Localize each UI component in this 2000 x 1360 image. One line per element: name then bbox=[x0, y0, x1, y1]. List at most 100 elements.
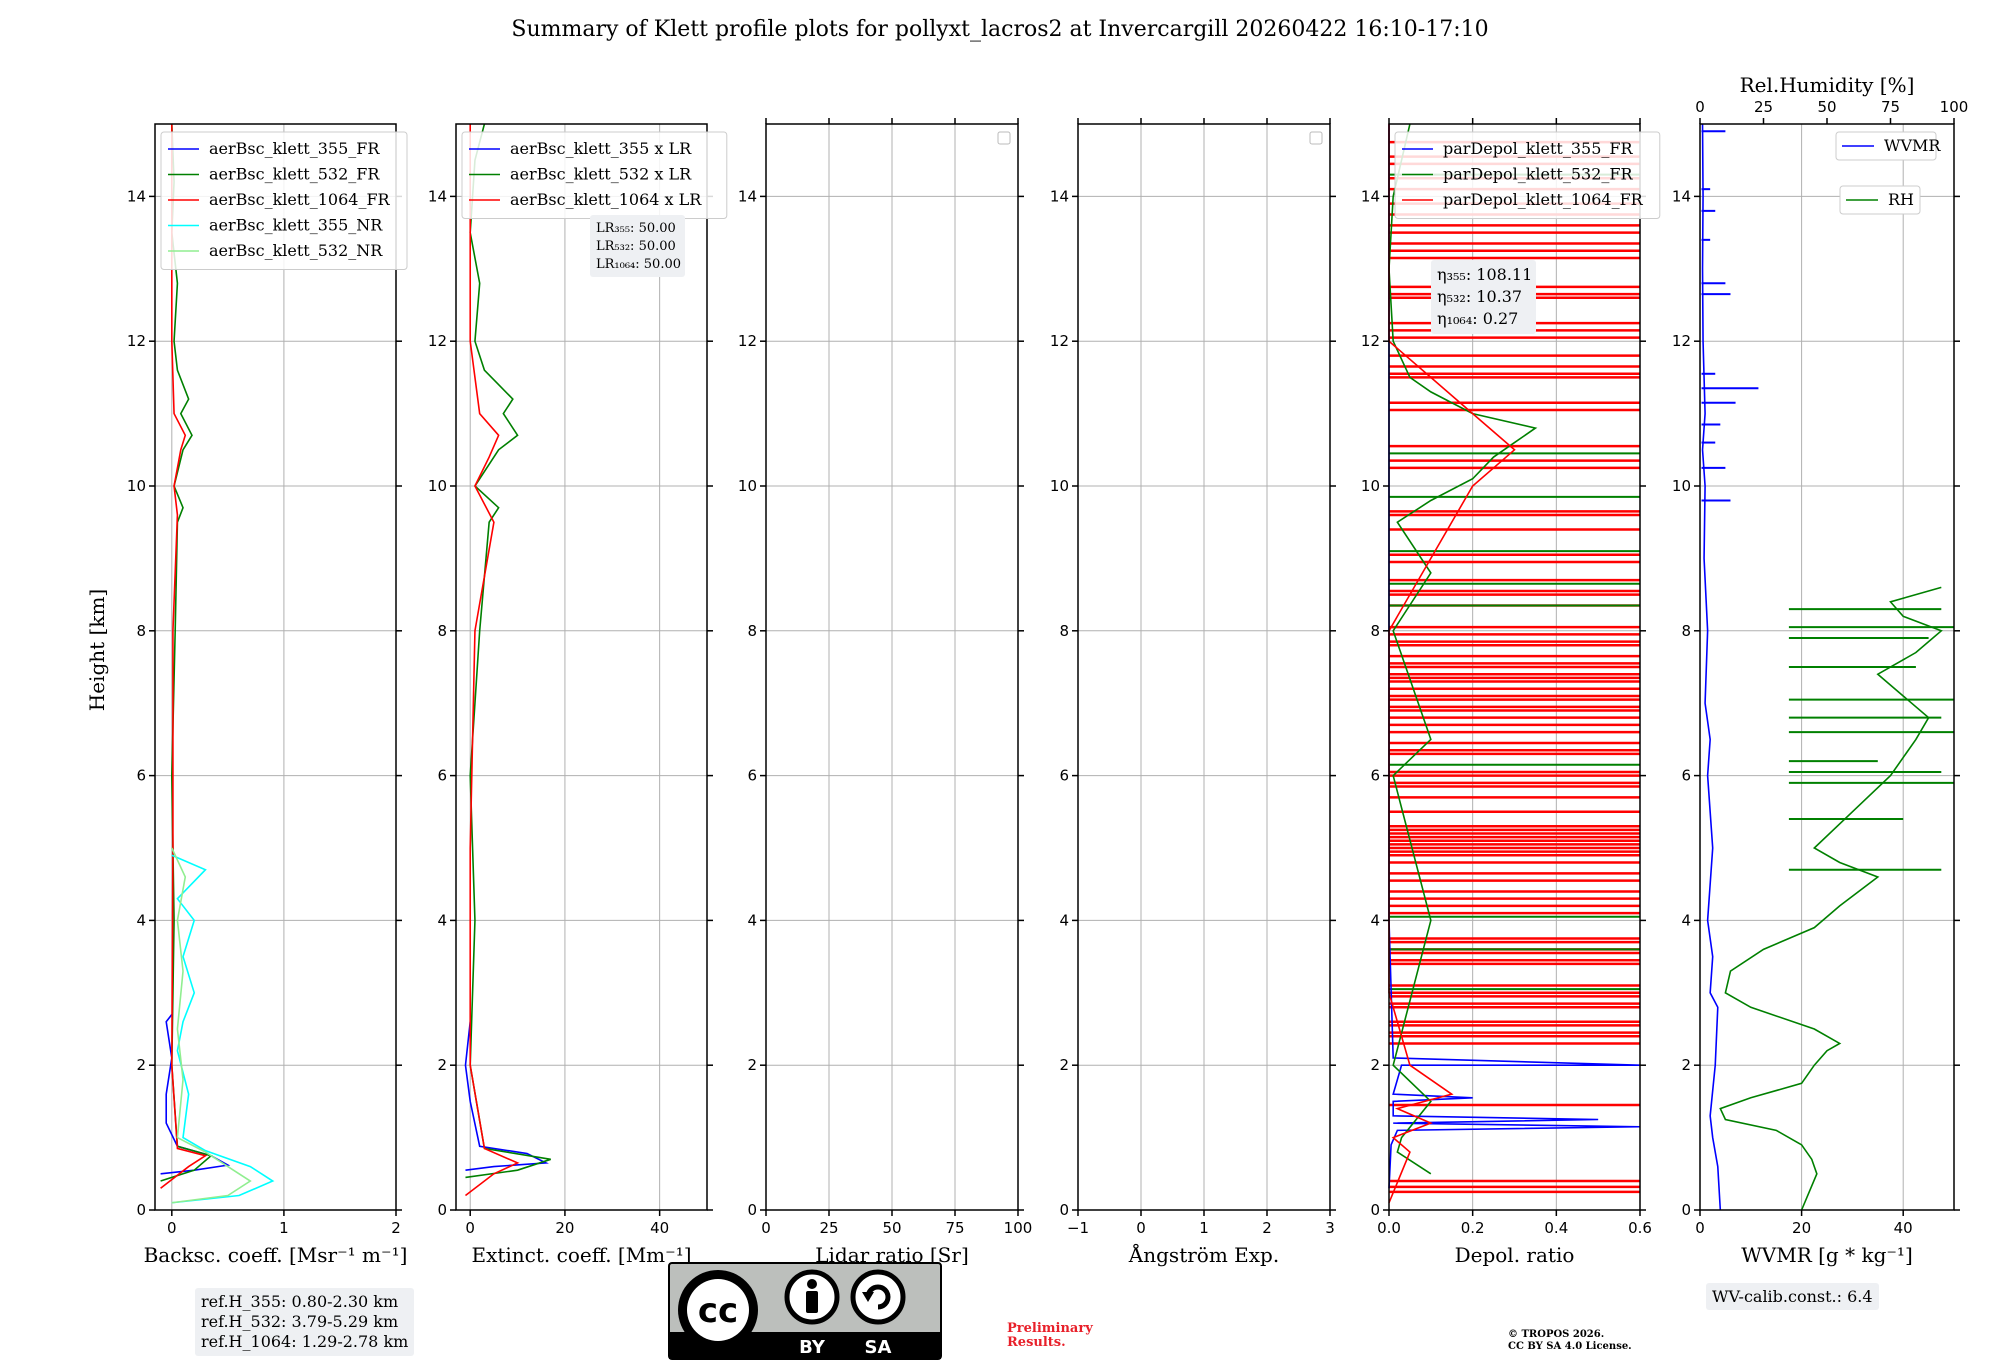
legend-box-backscatter bbox=[160, 131, 408, 270]
panel-wvmr: 0 2 4 6 8 10 12 14 0 20 40 WVMR [g * kg⁻¹] 0 25 50 75 10… bbox=[1672, 73, 1968, 1267]
series-wvmr-0 bbox=[1701, 123, 1722, 1211]
ytick-label-extinction-2: 2 bbox=[437, 1056, 447, 1074]
panel-extinction: 0 2 4 6 8 10 12 14 0 20 40 Extinct. coeff. [Mm⁻¹] ae… bbox=[428, 123, 728, 1267]
legend-label-backscatter-1: aerBsc_klett_532_FR bbox=[209, 165, 380, 184]
ytick-label-depol-0: 0 bbox=[1370, 1201, 1380, 1219]
ytick-label-wvmr-4: 4 bbox=[1681, 911, 1691, 929]
preliminary-results-note: Preliminary Results. bbox=[1007, 1322, 1093, 1350]
ref-height-355: ref.H_355: 0.80-2.30 km bbox=[201, 1292, 399, 1311]
xtick-label-angstrom-3: 3 bbox=[1325, 1219, 1335, 1237]
xtick-label-depol-0: 0.0 bbox=[1377, 1219, 1401, 1237]
xlabel-depol: Depol. ratio bbox=[1455, 1243, 1575, 1267]
ytick-label-angstrom-12: 12 bbox=[1050, 332, 1069, 350]
xtick-label-wvmr-20: 20 bbox=[1792, 1219, 1811, 1237]
xtick-label-depol-0.6: 0.6 bbox=[1628, 1219, 1652, 1237]
series-wvmr-1 bbox=[1719, 586, 1943, 1211]
series-extinction-2 bbox=[464, 124, 520, 1197]
ytick-label-lidar_ratio-6: 6 bbox=[747, 767, 757, 785]
preliminary-line-2: Results. bbox=[1007, 1335, 1066, 1350]
preliminary-line-1: Preliminary bbox=[1007, 1321, 1093, 1336]
legend-label-depol-2: parDepol_klett_1064_FR bbox=[1443, 190, 1644, 209]
x2tick-label-25: 25 bbox=[1754, 98, 1773, 116]
ytick-label-angstrom-14: 14 bbox=[1050, 187, 1069, 205]
annotation-depol-0: η₃₅₅: 108.11 bbox=[1437, 265, 1532, 284]
legend-label-extinction-0: aerBsc_klett_355 x LR bbox=[510, 139, 692, 158]
legend-label-depol-1: parDepol_klett_532_FR bbox=[1443, 165, 1634, 184]
ytick-label-angstrom-2: 2 bbox=[1059, 1056, 1069, 1074]
copyright-line-2: CC BY SA 4.0 License. bbox=[1508, 1341, 1632, 1352]
by-label: BY bbox=[799, 1337, 826, 1358]
legend-label-backscatter-4: aerBsc_klett_532_NR bbox=[209, 241, 383, 260]
xtick-label-backscatter-1: 1 bbox=[279, 1219, 289, 1237]
ytick-label-depol-6: 6 bbox=[1370, 767, 1380, 785]
xtick-label-wvmr-40: 40 bbox=[1894, 1219, 1913, 1237]
legend-label-wvmr-0: WVMR bbox=[1884, 136, 1941, 155]
x2tick-label-75: 75 bbox=[1881, 98, 1900, 116]
ytick-label-extinction-12: 12 bbox=[428, 332, 447, 350]
ytick-label-depol-14: 14 bbox=[1361, 187, 1380, 205]
annotation-extinction-1: LR₅₃₂: 50.00 bbox=[596, 239, 676, 254]
xtick-label-lidar_ratio-50: 50 bbox=[882, 1219, 901, 1237]
annotation-extinction-2: LR₁₀₆₄: 50.00 bbox=[596, 257, 681, 272]
xtick-label-depol-0.4: 0.4 bbox=[1544, 1219, 1568, 1237]
ytick-label-wvmr-2: 2 bbox=[1681, 1056, 1691, 1074]
series-backscatter-3 bbox=[171, 854, 275, 1204]
reference-heights-box: ref.H_355: 0.80-2.30 km ref.H_532: 3.79-… bbox=[195, 1288, 415, 1356]
xlabel-angstrom: Ångström Exp. bbox=[1128, 1242, 1279, 1267]
ytick-label-extinction-0: 0 bbox=[437, 1201, 447, 1219]
legend-box-wvmr-1 bbox=[1839, 185, 1921, 215]
ytick-label-backscatter-2: 2 bbox=[136, 1056, 146, 1074]
axes-frame-backscatter bbox=[154, 123, 397, 1211]
sa-arrow-icon bbox=[850, 1269, 906, 1325]
ytick-label-wvmr-6: 6 bbox=[1681, 767, 1691, 785]
xtick-label-wvmr-0: 0 bbox=[1695, 1219, 1705, 1237]
by-person-body bbox=[806, 1291, 818, 1313]
ytick-label-lidar_ratio-14: 14 bbox=[738, 187, 757, 205]
legend-label-backscatter-3: aerBsc_klett_355_NR bbox=[209, 216, 383, 235]
ytick-label-lidar_ratio-10: 10 bbox=[738, 477, 757, 495]
ytick-label-lidar_ratio-8: 8 bbox=[747, 622, 757, 640]
ytick-label-backscatter-6: 6 bbox=[136, 767, 146, 785]
ytick-label-extinction-8: 8 bbox=[437, 622, 447, 640]
ytick-label-backscatter-12: 12 bbox=[127, 332, 146, 350]
cc-license-badge: cc BY SA bbox=[668, 1262, 942, 1360]
sa-arrow-path bbox=[865, 1284, 891, 1310]
ref-height-1064: ref.H_1064: 1.29-2.78 km bbox=[201, 1332, 409, 1351]
cc-circle-inner bbox=[687, 1279, 749, 1341]
ytick-label-backscatter-0: 0 bbox=[136, 1201, 146, 1219]
xtick-label-lidar_ratio-75: 75 bbox=[945, 1219, 964, 1237]
ytick-label-backscatter-10: 10 bbox=[127, 477, 146, 495]
series-backscatter-4 bbox=[171, 847, 252, 1204]
ytick-label-lidar_ratio-12: 12 bbox=[738, 332, 757, 350]
legend-label-extinction-2: aerBsc_klett_1064 x LR bbox=[510, 190, 702, 209]
ytick-label-wvmr-12: 12 bbox=[1672, 332, 1691, 350]
ytick-label-angstrom-6: 6 bbox=[1059, 767, 1069, 785]
xtick-label-lidar_ratio-0: 0 bbox=[761, 1219, 771, 1237]
x2tick-label-100: 100 bbox=[1940, 98, 1969, 116]
xtick-label-lidar_ratio-25: 25 bbox=[819, 1219, 838, 1237]
xtick-label-extinction-0: 0 bbox=[465, 1219, 475, 1237]
ytick-label-extinction-4: 4 bbox=[437, 911, 447, 929]
xtick-label-angstrom-2: 2 bbox=[1262, 1219, 1272, 1237]
x2label-rh: Rel.Humidity [%] bbox=[1740, 73, 1915, 97]
ytick-label-lidar_ratio-0: 0 bbox=[747, 1201, 757, 1219]
by-person-head bbox=[807, 1279, 817, 1289]
ytick-label-depol-2: 2 bbox=[1370, 1056, 1380, 1074]
series-backscatter-1 bbox=[160, 123, 213, 1182]
ytick-label-backscatter-8: 8 bbox=[136, 622, 146, 640]
ytick-label-wvmr-14: 14 bbox=[1672, 187, 1691, 205]
ytick-label-depol-10: 10 bbox=[1361, 477, 1380, 495]
ytick-label-angstrom-10: 10 bbox=[1050, 477, 1069, 495]
xtick-label-backscatter-2: 2 bbox=[391, 1219, 401, 1237]
ytick-label-lidar_ratio-2: 2 bbox=[747, 1056, 757, 1074]
xtick-label-backscatter-0: 0 bbox=[167, 1219, 177, 1237]
sa-label: SA bbox=[865, 1337, 892, 1358]
xtick-label-angstrom--1: −1 bbox=[1067, 1219, 1089, 1237]
cc-symbol: cc bbox=[698, 1291, 738, 1331]
ytick-label-extinction-6: 6 bbox=[437, 767, 447, 785]
annotation-extinction-0: LR₃₅₅: 50.00 bbox=[596, 221, 676, 236]
empty-legend-lidar_ratio bbox=[997, 131, 1011, 145]
